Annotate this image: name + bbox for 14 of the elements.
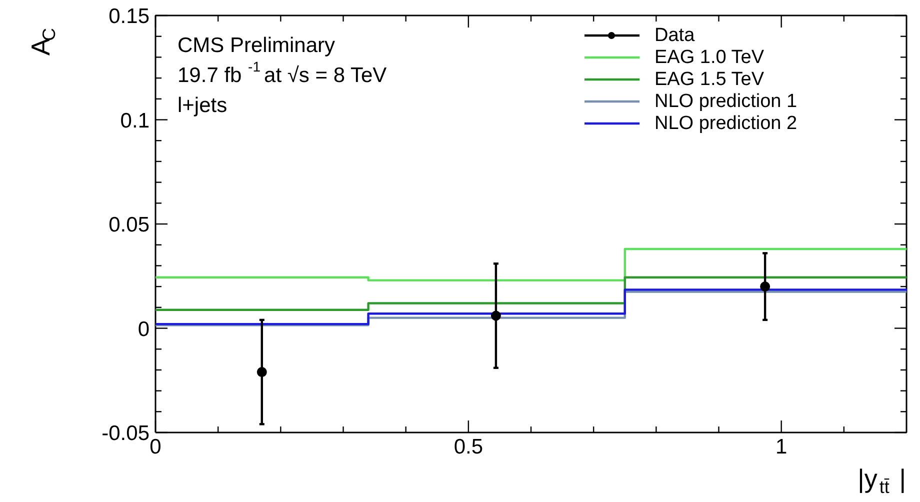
legend-label: NLO prediction 1 [654,91,798,112]
y-tick-label: -0.05 [102,422,150,445]
annotation: l+jets [178,94,228,117]
y-tick-label: 0 [138,318,150,341]
x-tick-label: 0.5 [454,436,484,458]
legend-label: Data [654,25,696,46]
legend-label: NLO prediction 2 [654,113,798,134]
y-tick-label: 0.1 [120,109,150,132]
legend-label: EAG 1.5 TeV [654,69,764,90]
y-tick-label: 0.15 [108,5,150,28]
annotation: CMS Preliminary [178,34,336,57]
legend-label: EAG 1.0 TeV [654,47,764,68]
x-tick-label: 1 [775,436,788,458]
y-tick-label: 0.05 [108,214,150,236]
